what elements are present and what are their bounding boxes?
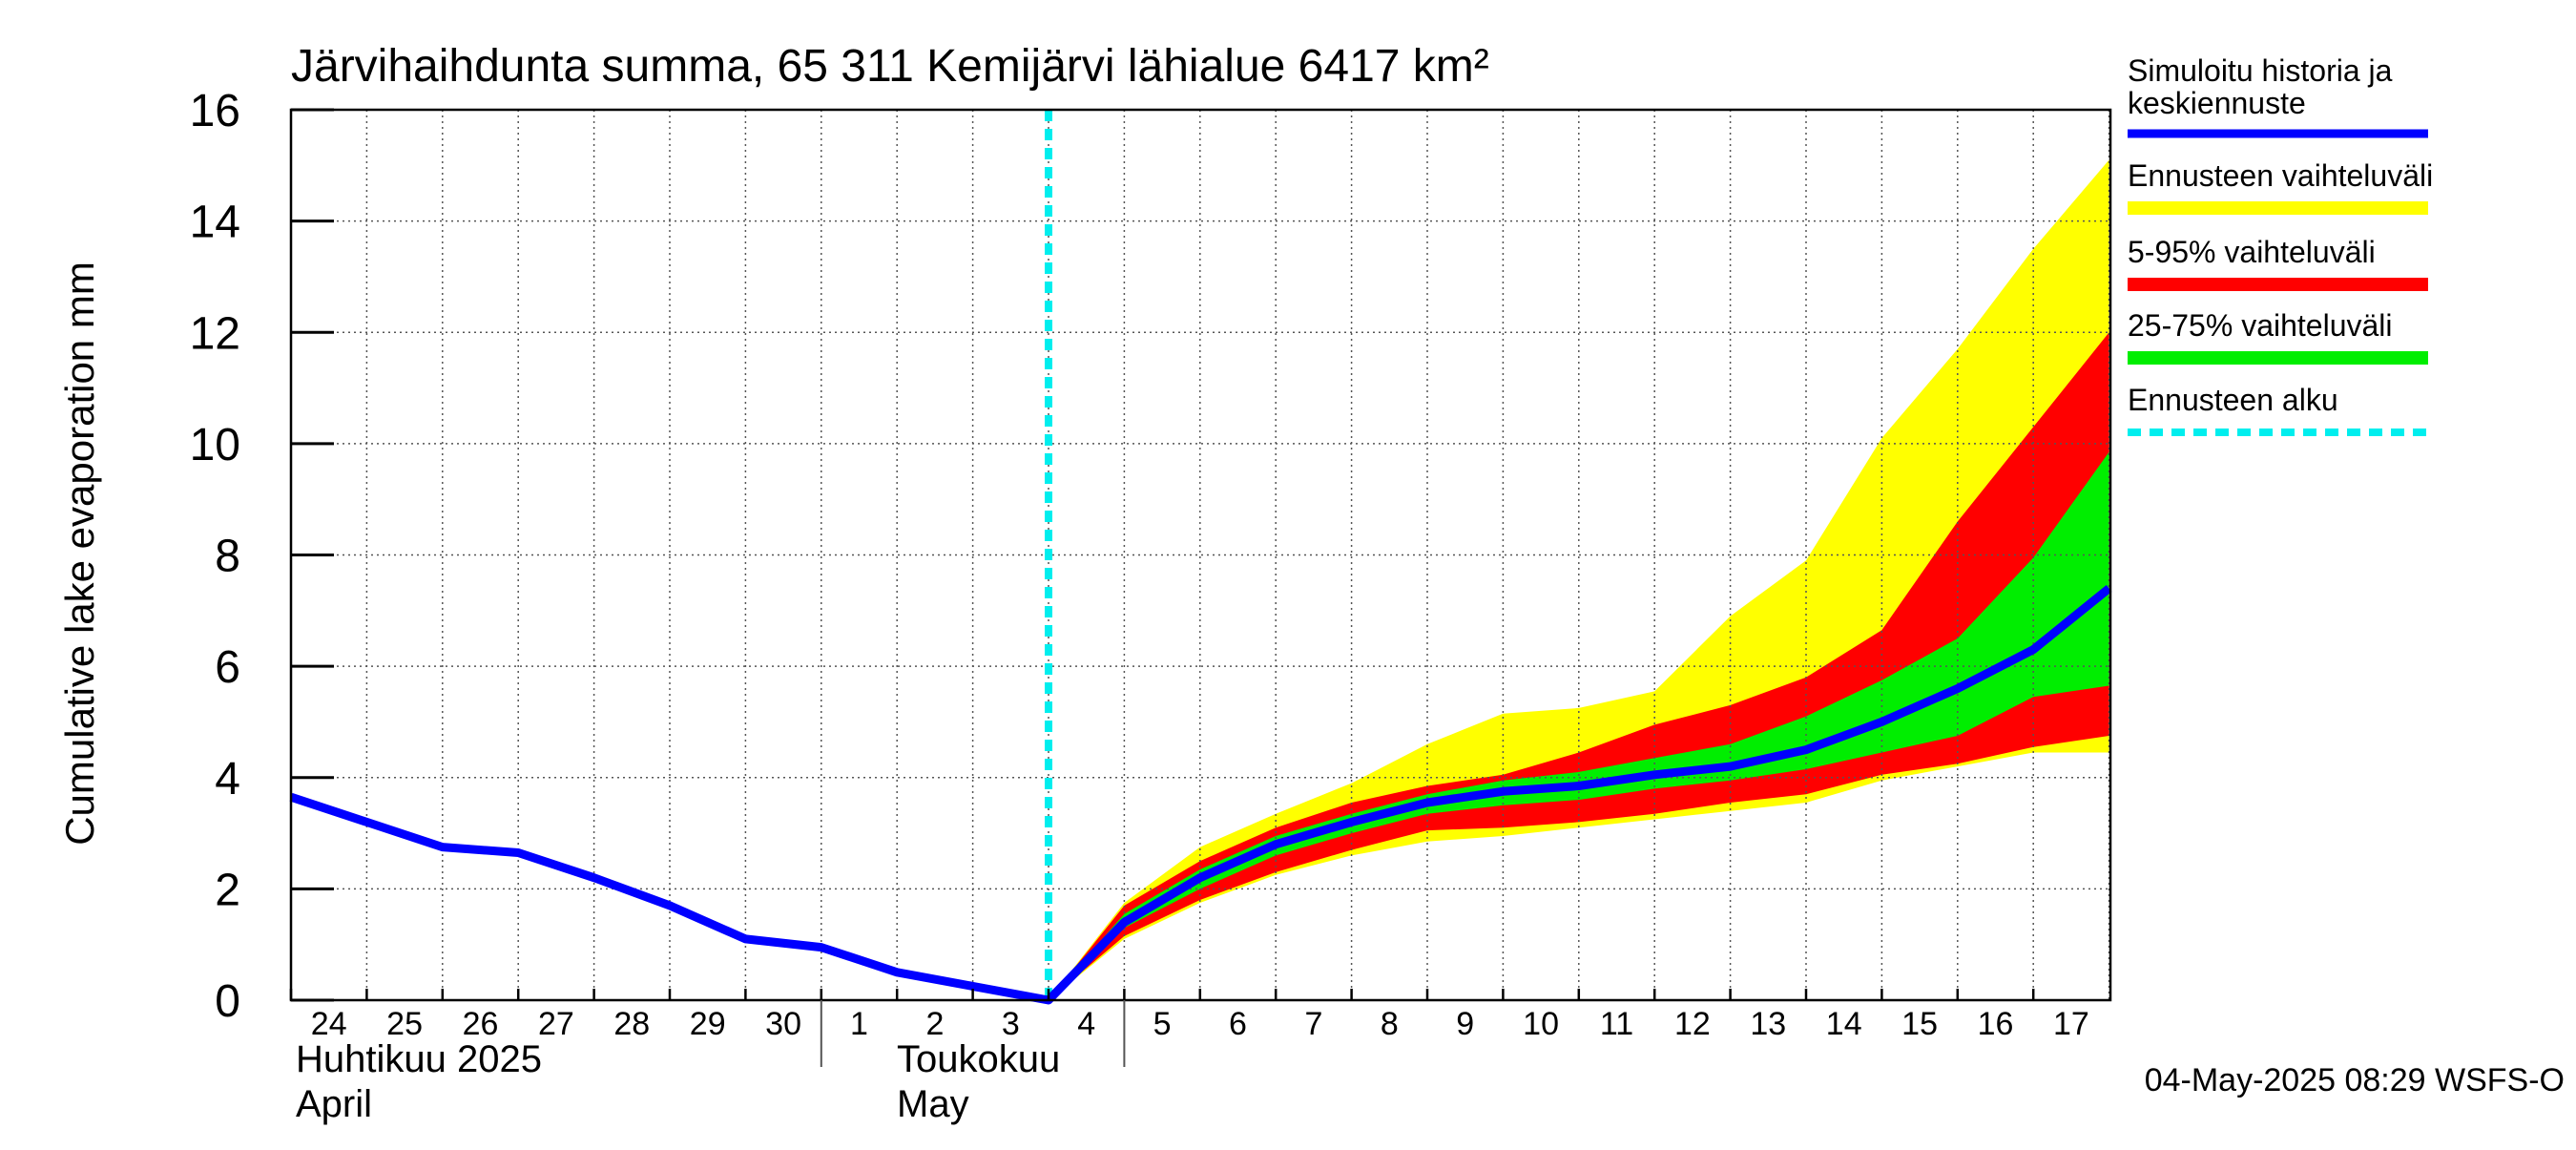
y-tick-label: 0: [215, 976, 240, 1027]
y-tick-labels: 0 2 4 6 8 10 12 14 16: [190, 86, 240, 1027]
x-tick-label: 24: [311, 1006, 347, 1042]
x-tick-label: 6: [1229, 1006, 1247, 1042]
legend-label: Simuloitu historia ja keskiennuste: [2128, 53, 2393, 120]
y-tick-label: 8: [215, 532, 240, 582]
y-tick-label: 2: [215, 865, 240, 915]
y-tick-label: 16: [190, 86, 240, 136]
month-label-en: May: [897, 1083, 969, 1125]
legend-label: 5-95% vaihteluväli: [2128, 235, 2376, 269]
x-tick-label: 1: [850, 1006, 868, 1042]
y-tick-label: 12: [190, 308, 240, 359]
band-min-max: [1049, 159, 2109, 1000]
x-tick-label: 28: [613, 1006, 650, 1042]
x-tick-label: 10: [1523, 1006, 1559, 1042]
x-tick-label: 4: [1077, 1006, 1095, 1042]
x-tick-label: 29: [690, 1006, 726, 1042]
x-tick-labels: 24 25 26 27 28 29 30 1 2 3 4 5 6 7 8 9 10 11 12 13 14 15 16 17: [311, 1006, 2089, 1042]
legend: Simuloitu historia ja keskiennuste Ennuste…: [2128, 53, 2433, 436]
chart-title: Järvihaihdunta summa, 65 311 Kemijärvi l…: [291, 41, 1489, 92]
series-lines: [289, 110, 2112, 1005]
median-series-line: [289, 584, 2112, 1005]
legend-label: Ennusteen vaihteluväli: [2128, 158, 2433, 193]
x-tick-label: 5: [1153, 1006, 1172, 1042]
x-tick-label: 12: [1674, 1006, 1711, 1042]
y-tick-label: 4: [215, 754, 240, 805]
x-tick-label: 11: [1600, 1006, 1633, 1042]
x-tick-label: 15: [1901, 1006, 1938, 1042]
legend-label: 25-75% vaihteluväli: [2128, 308, 2393, 343]
timestamp-footer: 04-May-2025 08:29 WSFS-O: [2145, 1062, 2565, 1098]
x-tick-label: 13: [1750, 1006, 1786, 1042]
x-tick-label: 14: [1826, 1006, 1862, 1042]
y-tick-label: 6: [215, 642, 240, 693]
month-label: Huhtikuu 2025: [296, 1038, 542, 1080]
x-tick-label: 26: [463, 1006, 499, 1042]
x-tick-label: 8: [1381, 1006, 1399, 1042]
band-25-75: [1049, 451, 2109, 1001]
x-tick-label: 27: [538, 1006, 574, 1042]
x-tick-label: 25: [386, 1006, 423, 1042]
x-tick-label: 9: [1456, 1006, 1474, 1042]
axes: [289, 108, 2112, 1067]
y-tick-label: 14: [190, 198, 240, 248]
y-tick-label: 10: [190, 420, 240, 470]
x-tick-label: 16: [1978, 1006, 2014, 1042]
month-label: Toukokuu: [897, 1038, 1060, 1080]
x-tick-label: 2: [925, 1006, 944, 1042]
x-tick-label: 17: [2053, 1006, 2089, 1042]
y-axis-label: Cumulative lake evaporation mm: [57, 261, 102, 846]
x-tick-label: 30: [765, 1006, 801, 1042]
legend-label: Ennusteen alku: [2128, 383, 2338, 417]
x-tick-label: 3: [1002, 1006, 1020, 1042]
month-label-en: April: [296, 1083, 372, 1125]
x-tick-label: 7: [1304, 1006, 1322, 1042]
